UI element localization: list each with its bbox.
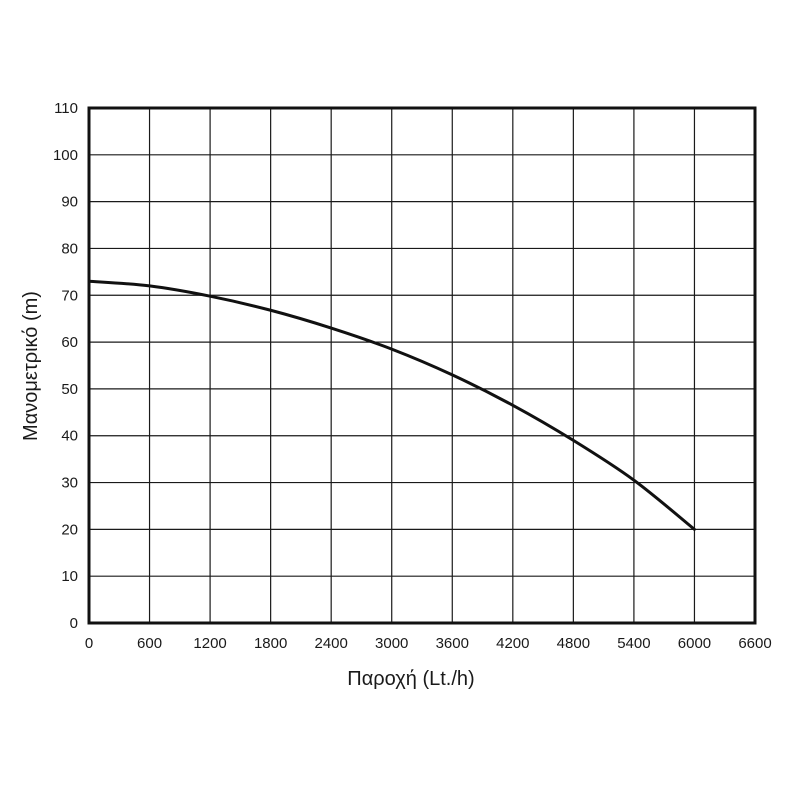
y-tick-label: 0	[70, 615, 78, 632]
y-tick-label: 30	[61, 475, 78, 492]
y-tick-label: 50	[61, 381, 78, 398]
y-tick-label: 110	[54, 100, 78, 117]
x-tick-label: 6000	[678, 635, 711, 652]
x-tick-label: 5400	[617, 635, 650, 652]
x-tick-label: 600	[137, 635, 162, 652]
y-tick-label: 90	[61, 194, 78, 211]
x-tick-label: 3600	[436, 635, 469, 652]
x-axis-ticks: 0 600 1200 1800 2400 3000 3600 4200 4800 5400 6000…	[85, 635, 772, 652]
y-tick-label: 100	[53, 147, 78, 164]
y-axis-ticks: 0 10 20 30 40 50 60 70 80 90 100 110	[53, 100, 78, 632]
x-tick-label: 3000	[375, 635, 408, 652]
y-tick-label: 60	[61, 334, 78, 351]
series-layer	[87, 279, 696, 531]
x-tick-label: 1800	[254, 635, 287, 652]
x-tick-label: 1200	[193, 635, 226, 652]
x-tick-label: 2400	[314, 635, 347, 652]
x-axis-label: Παροχή (Lt./h)	[347, 668, 474, 690]
plot-frame	[87, 106, 757, 625]
y-tick-label: 70	[61, 287, 78, 304]
grid	[89, 108, 755, 623]
x-tick-label: 4800	[557, 635, 590, 652]
series-line	[87, 279, 696, 531]
x-tick-label: 6600	[738, 635, 771, 652]
x-tick-label: 0	[85, 635, 93, 652]
x-tick-label: 4200	[496, 635, 529, 652]
y-tick-label: 20	[61, 521, 78, 538]
y-tick-label: 10	[61, 568, 78, 585]
y-tick-label: 40	[61, 428, 78, 445]
y-tick-label: 80	[61, 240, 78, 257]
y-axis-label: Μανομετρικό (m)	[20, 291, 42, 441]
